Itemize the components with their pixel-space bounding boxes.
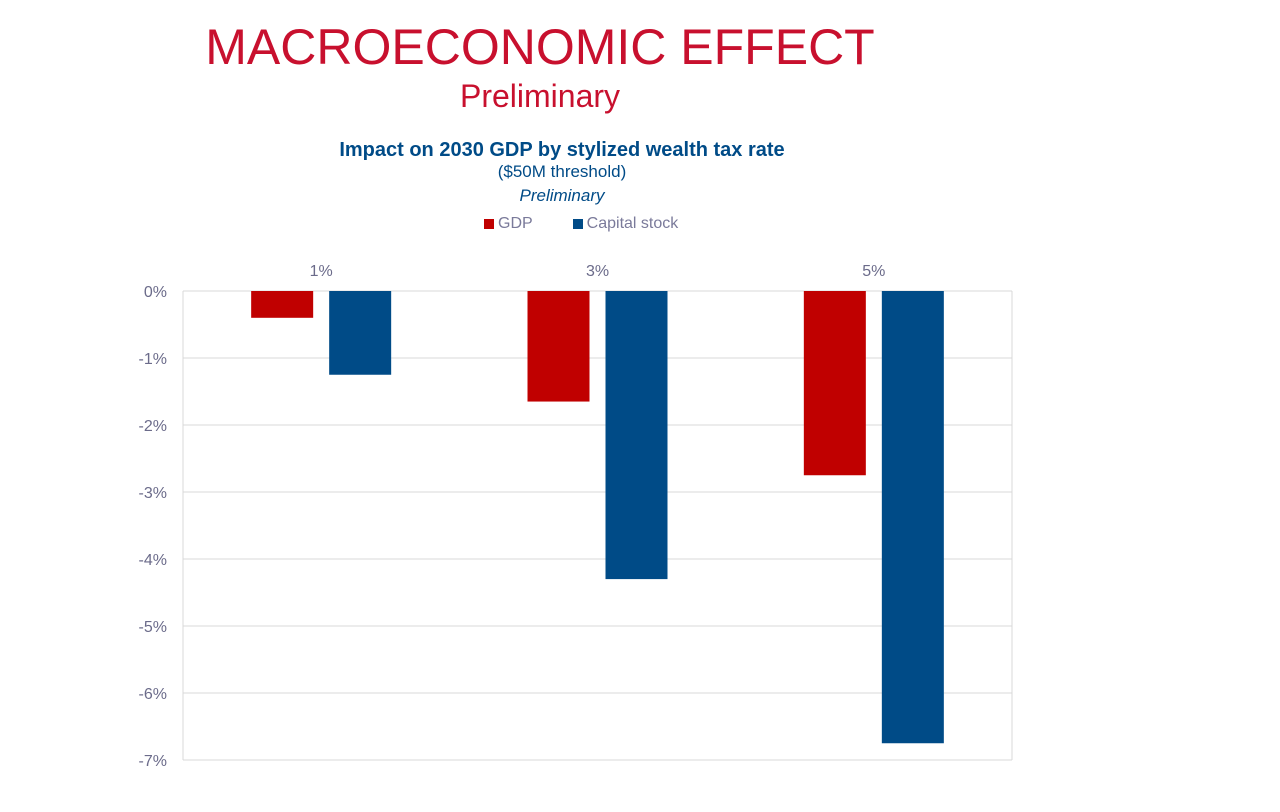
- bar-capital-stock: [605, 291, 668, 580]
- chart-title: Impact on 2030 GDP by stylized wealth ta…: [339, 139, 785, 161]
- y-tick-label: -2%: [139, 418, 167, 435]
- bar-gdp: [527, 291, 590, 402]
- x-category-label: 3%: [586, 263, 609, 280]
- x-category-label: 1%: [310, 263, 333, 280]
- bar-capital-stock: [881, 291, 944, 744]
- bar-gdp: [251, 291, 314, 318]
- y-tick-label: -5%: [139, 619, 167, 636]
- y-tick-label: -7%: [139, 753, 167, 770]
- legend-item-gdp: GDP: [484, 215, 533, 233]
- bar-capital-stock: [329, 291, 392, 375]
- y-tick-label: -1%: [139, 351, 167, 368]
- y-tick-label: 0%: [144, 284, 167, 301]
- slide-subtitle: Preliminary: [459, 78, 621, 114]
- x-category-label: 5%: [862, 263, 885, 280]
- legend-swatch-gdp: [484, 219, 494, 229]
- slide-title: MACROECONOMIC EFFECT: [205, 19, 875, 75]
- legend-label-gdp: GDP: [498, 215, 533, 232]
- y-tick-label: -4%: [139, 552, 167, 569]
- legend-label-capital-stock: Capital stock: [586, 215, 679, 232]
- chart-note: Preliminary: [519, 186, 605, 205]
- legend-item-capital-stock: Capital stock: [572, 215, 679, 233]
- chart-legend: GDP Capital stock: [484, 214, 718, 234]
- legend-swatch-capital-stock: [572, 219, 583, 229]
- bar-gdp: [803, 291, 866, 476]
- y-tick-label: -6%: [139, 686, 167, 703]
- chart-subtitle: ($50M threshold): [497, 162, 627, 181]
- y-tick-label: -3%: [139, 485, 167, 502]
